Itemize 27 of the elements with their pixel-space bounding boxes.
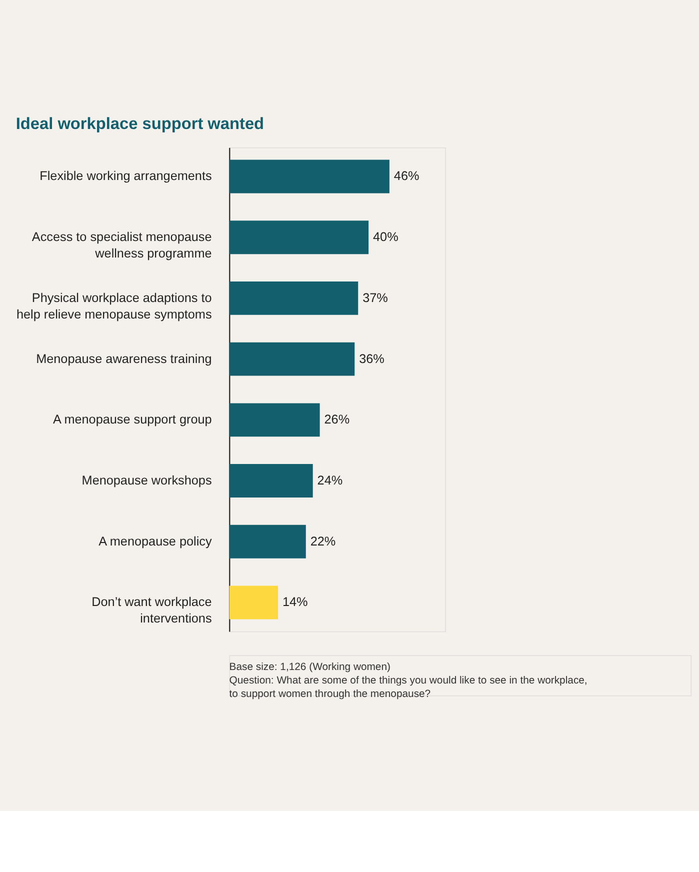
data-label: 37%: [362, 290, 388, 305]
data-label: 40%: [373, 230, 398, 244]
text: Base size: 1,126 (Working women): [229, 662, 390, 674]
data-label: 24%: [317, 474, 343, 488]
data-label: 36%: [359, 352, 384, 366]
data-label: 46%: [394, 169, 420, 184]
y-tick-label: A menopause policy: [98, 534, 212, 548]
y-tick-label: Physical workplace adaptions to help relieve menopause symptoms: [16, 290, 212, 322]
y-tick-label: Don’t want workplace interventions: [92, 595, 212, 626]
bar: [229, 586, 278, 620]
bar: [229, 464, 313, 498]
y-tick-label: Menopause awareness training: [36, 352, 212, 366]
y-tick-label: Access to specialist menopause wellness programme: [32, 230, 212, 260]
data-label: 26%: [324, 412, 350, 427]
bar: [229, 160, 390, 194]
text: Question: What are some of the things you would like to see in the workplace, to support women through the menopause?: [229, 676, 588, 700]
bar: [229, 220, 369, 254]
data-label: 14%: [282, 595, 308, 610]
bar: [229, 403, 320, 437]
y-tick-label: Menopause workshops: [82, 474, 212, 488]
chart-title: Ideal workplace support wanted: [16, 114, 264, 133]
y-tick-label: Flexible working arrangements: [40, 169, 212, 184]
data-label: 22%: [310, 534, 336, 548]
bar: [229, 524, 306, 558]
y-tick-label: A menopause support group: [52, 412, 212, 427]
bar: [229, 342, 355, 376]
bar: [229, 281, 358, 315]
